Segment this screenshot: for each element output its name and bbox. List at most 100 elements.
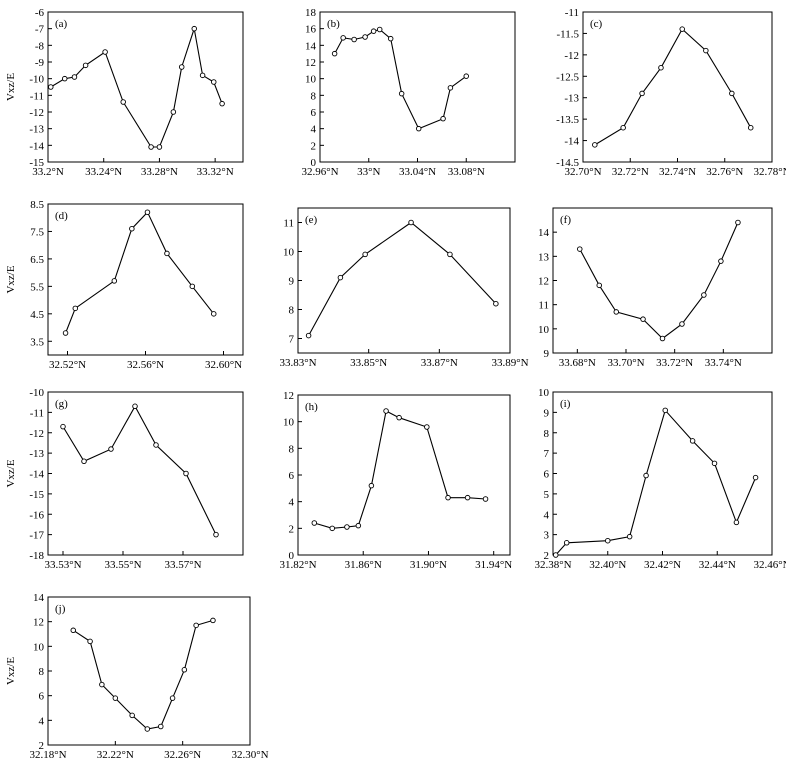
data-point <box>61 75 68 82</box>
x-tick-label: 33.87°N <box>421 357 458 369</box>
x-tick-label: 33.68°N <box>559 357 596 369</box>
data-point <box>144 209 151 215</box>
x-tick-label: 32.78°N <box>753 166 786 178</box>
data-point <box>351 36 357 43</box>
y-tick-label: 2 <box>311 140 317 152</box>
x-tick-label: 31.90°N <box>410 559 447 571</box>
data-point <box>181 667 188 673</box>
panel-b: 0 2 4 6 8 10 12 14 16 18 32.96°N 33°N 33.04°N 33.08°N… <box>301 7 516 178</box>
x-tick-label: 33.24°N <box>85 166 122 178</box>
data-point <box>679 321 685 327</box>
y-tick-label: -12 <box>564 50 579 62</box>
y-axis-label: Vxz/E <box>5 73 17 101</box>
y-tick-label: 7 <box>544 448 550 460</box>
data-point <box>639 90 645 97</box>
data-point <box>153 442 159 448</box>
data-point <box>368 482 375 489</box>
data-point <box>729 90 735 97</box>
y-tick-label: 6 <box>39 691 45 703</box>
data-point <box>189 283 196 290</box>
data-point <box>387 35 394 42</box>
data-point <box>213 531 219 538</box>
data-point <box>447 251 453 258</box>
x-tick-label: 33.04°N <box>399 166 436 178</box>
y-tick-label: 2 <box>544 550 550 562</box>
x-tick-label: 33.72°N <box>656 357 693 369</box>
y-tick-label: 8 <box>289 305 295 317</box>
data-point <box>102 49 108 55</box>
y-tick-label: -12 <box>29 428 44 440</box>
y-tick-label: 0 <box>311 157 317 169</box>
data-point <box>592 142 598 148</box>
x-tick-label: 33.83°N <box>279 357 316 369</box>
y-tick-label: -12 <box>29 107 44 119</box>
data-point <box>376 26 383 33</box>
data-point <box>132 403 138 410</box>
x-tick-label: 33.28°N <box>141 166 178 178</box>
y-tick-label: 12 <box>305 57 316 69</box>
data-point <box>81 458 87 465</box>
data-point <box>169 695 176 701</box>
x-tick-label: 33.70°N <box>607 357 644 369</box>
y-tick-label: 6 <box>544 469 550 481</box>
y-tick-label: 4 <box>39 715 45 727</box>
panel-label: (a) <box>55 18 68 30</box>
data-point <box>662 407 668 414</box>
x-tick-label: 33.08°N <box>448 166 485 178</box>
x-tick-label: 32.26°N <box>164 749 201 761</box>
data-point <box>735 219 741 226</box>
data-point <box>72 305 79 312</box>
x-tick-label: 32.96°N <box>301 166 338 178</box>
data-point <box>199 72 206 79</box>
data-point <box>71 74 78 80</box>
panel-f: 9 10 11 12 13 14 33.68°N 33.70°N 33.72°N 33.74°N (… <box>538 207 773 369</box>
y-tick-label: -8 <box>35 40 45 52</box>
data-point <box>718 258 724 264</box>
y-tick-label: 3.5 <box>30 336 44 348</box>
data-point <box>362 34 368 40</box>
y-tick-label: -14 <box>29 469 44 481</box>
series-line <box>65 211 215 334</box>
data-point <box>111 278 118 284</box>
y-tick-label: -14 <box>564 136 579 148</box>
data-point <box>164 250 170 257</box>
y-tick-label: 12 <box>33 617 44 629</box>
series-line <box>334 28 467 130</box>
data-point <box>701 292 707 298</box>
panel-label: (b) <box>327 18 340 30</box>
x-tick-label: 33.57°N <box>164 559 201 571</box>
y-tick-label: -12.5 <box>556 71 579 83</box>
y-tick-label: 8 <box>544 428 550 440</box>
x-tick-label: 32.72°N <box>612 166 649 178</box>
y-tick-label: 12 <box>538 276 549 288</box>
x-tick-label: 31.86°N <box>345 559 382 571</box>
data-point <box>170 109 177 115</box>
data-point <box>144 726 151 732</box>
series-line <box>72 619 214 730</box>
data-point <box>440 115 446 122</box>
y-tick-label: 6.5 <box>30 254 44 266</box>
data-point <box>424 424 430 430</box>
panel-label: (f) <box>560 214 571 226</box>
data-point <box>703 47 709 54</box>
panel-j: 2 4 6 8 10 12 14 32.18°N 32.22°N 32.26°N 32.30°N (j… <box>5 592 269 761</box>
data-point <box>626 533 633 540</box>
x-tick-label: 32.74°N <box>659 166 696 178</box>
series-line <box>555 409 757 556</box>
data-point <box>398 90 405 97</box>
y-tick-label: 7.5 <box>30 226 44 238</box>
y-tick-label: 8 <box>289 443 295 455</box>
y-tick-label: 0 <box>289 550 295 562</box>
y-tick-label: 8 <box>39 666 45 678</box>
data-point <box>355 522 362 529</box>
panel-label: (i) <box>560 398 571 410</box>
panel-label: (h) <box>305 401 318 413</box>
data-point <box>605 537 611 544</box>
y-tick-label: 2 <box>289 523 295 535</box>
data-point <box>396 414 402 421</box>
y-tick-label: -17 <box>29 530 44 542</box>
data-point <box>689 438 696 444</box>
x-tick-label: 32.56°N <box>127 359 164 371</box>
series-line <box>308 221 497 336</box>
